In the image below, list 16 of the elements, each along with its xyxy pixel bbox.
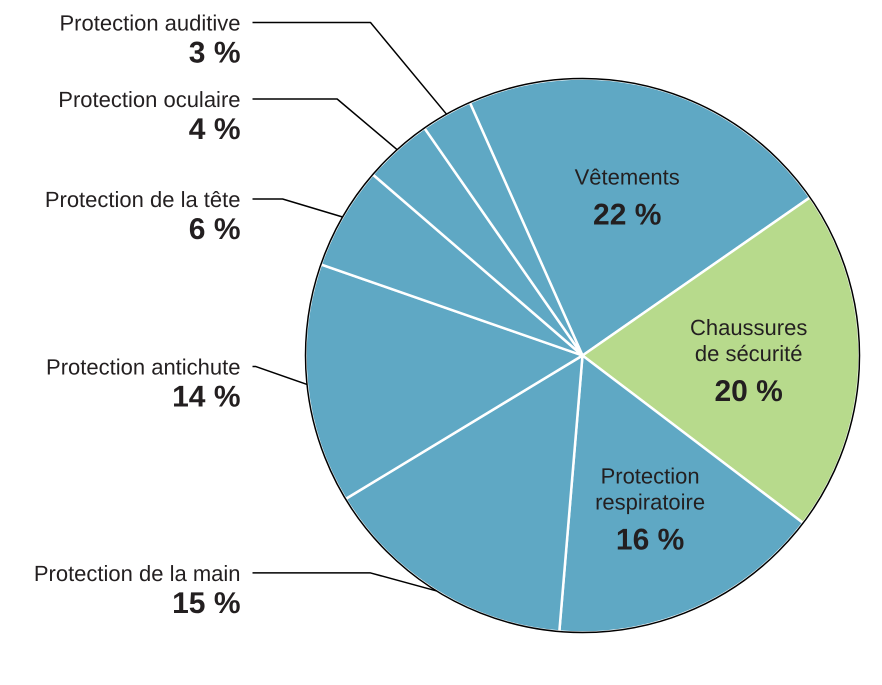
data-label: 15 % <box>172 586 241 620</box>
slice-label: Protection antichute <box>46 354 241 380</box>
slice-label: Protection respiratoire <box>595 463 706 514</box>
data-label: 22 % <box>593 198 662 232</box>
slice-label: Vêtements <box>574 164 680 190</box>
slice-label: Protection auditive <box>60 10 241 36</box>
data-label: 20 % <box>714 374 783 408</box>
slice-label: Protection de la tête <box>44 187 241 212</box>
data-label: 16 % <box>616 523 684 556</box>
data-label: 6 % <box>188 213 241 246</box>
slice-label: Protection de la main <box>34 560 241 586</box>
data-label: 14 % <box>172 380 241 414</box>
data-label: 4 % <box>188 113 241 146</box>
slice-label: Protection oculaire <box>58 87 241 112</box>
slice-label: Chaussures de sécurité <box>690 314 808 366</box>
data-label: 3 % <box>188 36 241 70</box>
